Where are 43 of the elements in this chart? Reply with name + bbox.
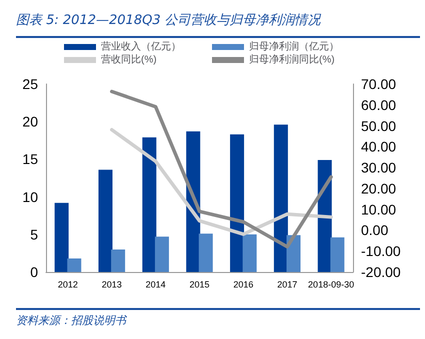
- bar: [274, 124, 288, 272]
- legend-label: 营业收入（亿元）: [101, 40, 181, 52]
- y-tick-label: 0: [30, 264, 38, 280]
- y-tick-label: 25: [22, 76, 38, 92]
- y-tick-label: 20: [22, 114, 38, 130]
- bar: [111, 249, 126, 272]
- x-tick-label: 2015: [189, 280, 210, 290]
- bar: [54, 202, 69, 272]
- bar: [154, 236, 169, 272]
- y2-tick-label: 0.00: [361, 222, 388, 238]
- y2-tick-label: -10.00: [361, 243, 401, 260]
- bar: [242, 234, 257, 272]
- line-series: [110, 90, 333, 248]
- y2-tick-label: 60.00: [361, 96, 396, 113]
- y-tick-label: 15: [22, 151, 38, 168]
- legend-label: 归母净利润同比(%): [249, 54, 335, 66]
- y2-tick-label: 40.00: [361, 138, 396, 155]
- x-tick-label: 2016: [233, 280, 254, 290]
- legend-label: 归母净利润（亿元）: [249, 40, 339, 52]
- y2-tick-label: 30.00: [361, 160, 396, 176]
- x-tick-label: 2018-09-30: [308, 280, 354, 290]
- y2-tick-label: -20.00: [361, 264, 401, 280]
- bar: [67, 258, 82, 272]
- bar: [330, 237, 344, 272]
- y2-tick-label: 50.00: [361, 118, 396, 134]
- legend-label: 营收同比(%): [101, 54, 157, 66]
- x-tick-label: 2012: [58, 280, 78, 290]
- y2-tick-label: 20.00: [361, 180, 396, 196]
- line-series: [110, 128, 333, 236]
- y2-tick-label: 70.00: [361, 76, 396, 92]
- bar: [198, 234, 213, 272]
- bar: [230, 134, 244, 272]
- y2-tick-label: 10.00: [361, 201, 396, 218]
- y-tick-label: 10: [22, 188, 38, 205]
- x-tick-label: 2013: [102, 280, 122, 290]
- x-tick-label: 2014: [146, 280, 166, 290]
- x-tick-label: 2017: [277, 280, 298, 290]
- chart-title: 图表 5: 2012—2018Q3 公司营收与归母净利润情况: [16, 6, 420, 38]
- bar: [286, 235, 301, 272]
- text: 资料来源：招股说明书: [16, 308, 420, 328]
- bar: [142, 137, 156, 272]
- y-tick-label: 5: [30, 226, 38, 242]
- bar: [98, 170, 112, 272]
